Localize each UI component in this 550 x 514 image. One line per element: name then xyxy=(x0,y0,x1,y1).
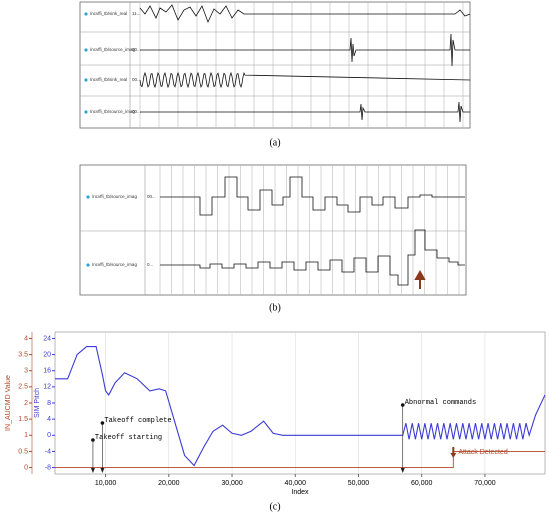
annotation-text: Abnormal commands xyxy=(405,399,476,407)
annotation-arrow xyxy=(90,468,95,473)
caption: (b) xyxy=(269,302,281,313)
signal-name: /ncvffi_tb/sink_real xyxy=(90,11,127,16)
signal-name: /ncvffi_tb/source_imag xyxy=(92,194,137,199)
y-tick-label: -4 xyxy=(45,448,51,455)
y-tick-label: 12 xyxy=(43,384,51,391)
line-chart: 10,000 20,000 30,000 40,000 50,000 60,000 70,0… xyxy=(5,331,546,496)
y-tick-label: 20 xyxy=(43,351,51,358)
marker-arrow xyxy=(414,269,426,289)
signal-list: /ncvffi_tb/source_imag 00... /ncvffi_tb/so… xyxy=(86,194,156,267)
annotation-dot xyxy=(100,421,105,425)
x-tick-label: 60,000 xyxy=(411,480,433,487)
annotation-text: Takeoff complete xyxy=(104,417,171,425)
signal-name: /ncvffi_tb/sink_real xyxy=(90,77,127,82)
waveform xyxy=(139,71,471,89)
y2-tick-label: 3 xyxy=(24,368,28,375)
signal-icon xyxy=(86,195,90,199)
wave-grid xyxy=(144,165,460,295)
signal-list: /ncvffi_tb/sink_real 11... /ncvffi_tb/sour… xyxy=(84,11,141,114)
y-tick-label: 24 xyxy=(43,335,51,342)
annotation-arrow xyxy=(100,468,105,473)
signal-icon xyxy=(84,12,88,16)
caption: (c) xyxy=(269,501,280,512)
y-tick-label: 4 xyxy=(47,416,51,423)
annotation-dot xyxy=(91,438,95,442)
y-tick-label: 8 xyxy=(47,400,51,407)
signal-icon xyxy=(86,263,90,267)
y2-tick-label: 2 xyxy=(24,400,28,407)
signal-value: 00... xyxy=(132,109,141,114)
caption: (a) xyxy=(269,137,280,148)
plot-area xyxy=(54,331,546,475)
y-tick-label: 0 xyxy=(47,432,51,439)
x-tick-label: 50,000 xyxy=(348,480,370,487)
y2-tick-label: 1 xyxy=(24,432,28,439)
x-tick-label: 70,000 xyxy=(474,480,496,487)
signal-value: 11... xyxy=(132,11,140,16)
x-tick-label: 10,000 xyxy=(95,480,117,487)
signal-value: 0... xyxy=(147,262,153,267)
signal-name: /ncvffi_tb/source_imag xyxy=(92,262,137,267)
y-tick-label: -8 xyxy=(45,464,51,471)
annotation-text: Attack Detected xyxy=(458,449,508,456)
panel-a: /ncvffi_tb/sink_real 11... /ncvffi_tb/sour… xyxy=(79,1,471,129)
y2-axis-label: IN_AUCMD Value xyxy=(5,375,12,431)
annotation-dot xyxy=(400,403,405,407)
waveform xyxy=(140,33,470,67)
signal-value: 80... xyxy=(132,47,141,52)
signal-value: 00... xyxy=(132,77,141,82)
waveform xyxy=(140,101,470,123)
y2-tick-label: 0.5 xyxy=(18,448,28,455)
y2-tick-label: 0 xyxy=(24,464,28,471)
series-line xyxy=(55,450,545,468)
waveform xyxy=(160,229,465,286)
panel-b: /ncvffi_tb/source_imag 00... /ncvffi_tb/so… xyxy=(79,164,467,296)
annotation-arrow xyxy=(450,447,457,458)
x-tick-label: 30,000 xyxy=(221,480,243,487)
y2-tick-label: 4 xyxy=(24,335,28,342)
y2-tick-label: 3.5 xyxy=(18,351,28,358)
signal-value: 00... xyxy=(147,194,156,199)
y-tick-label: 16 xyxy=(43,368,51,375)
x-axis-label: Index xyxy=(291,489,309,496)
y2-tick-label: 1.5 xyxy=(18,416,28,423)
y2-tick-label: 2.5 xyxy=(18,384,28,391)
signal-icon xyxy=(84,78,88,82)
signal-name: /ncvffi_tb/source_imag xyxy=(90,47,135,52)
waveform xyxy=(160,176,465,216)
y-axis-label: SIM Pitch xyxy=(34,388,41,418)
x-tick-label: 40,000 xyxy=(285,480,307,487)
waveform xyxy=(139,4,471,24)
signal-name: /ncvffi_tb/source_imag xyxy=(90,109,135,114)
x-tick-label: 20,000 xyxy=(158,480,180,487)
signal-icon xyxy=(84,110,88,114)
annotation-text: Takeoff starting xyxy=(95,434,162,442)
annotation-arrow xyxy=(400,468,405,473)
signal-icon xyxy=(84,48,88,52)
series-line xyxy=(55,345,546,467)
